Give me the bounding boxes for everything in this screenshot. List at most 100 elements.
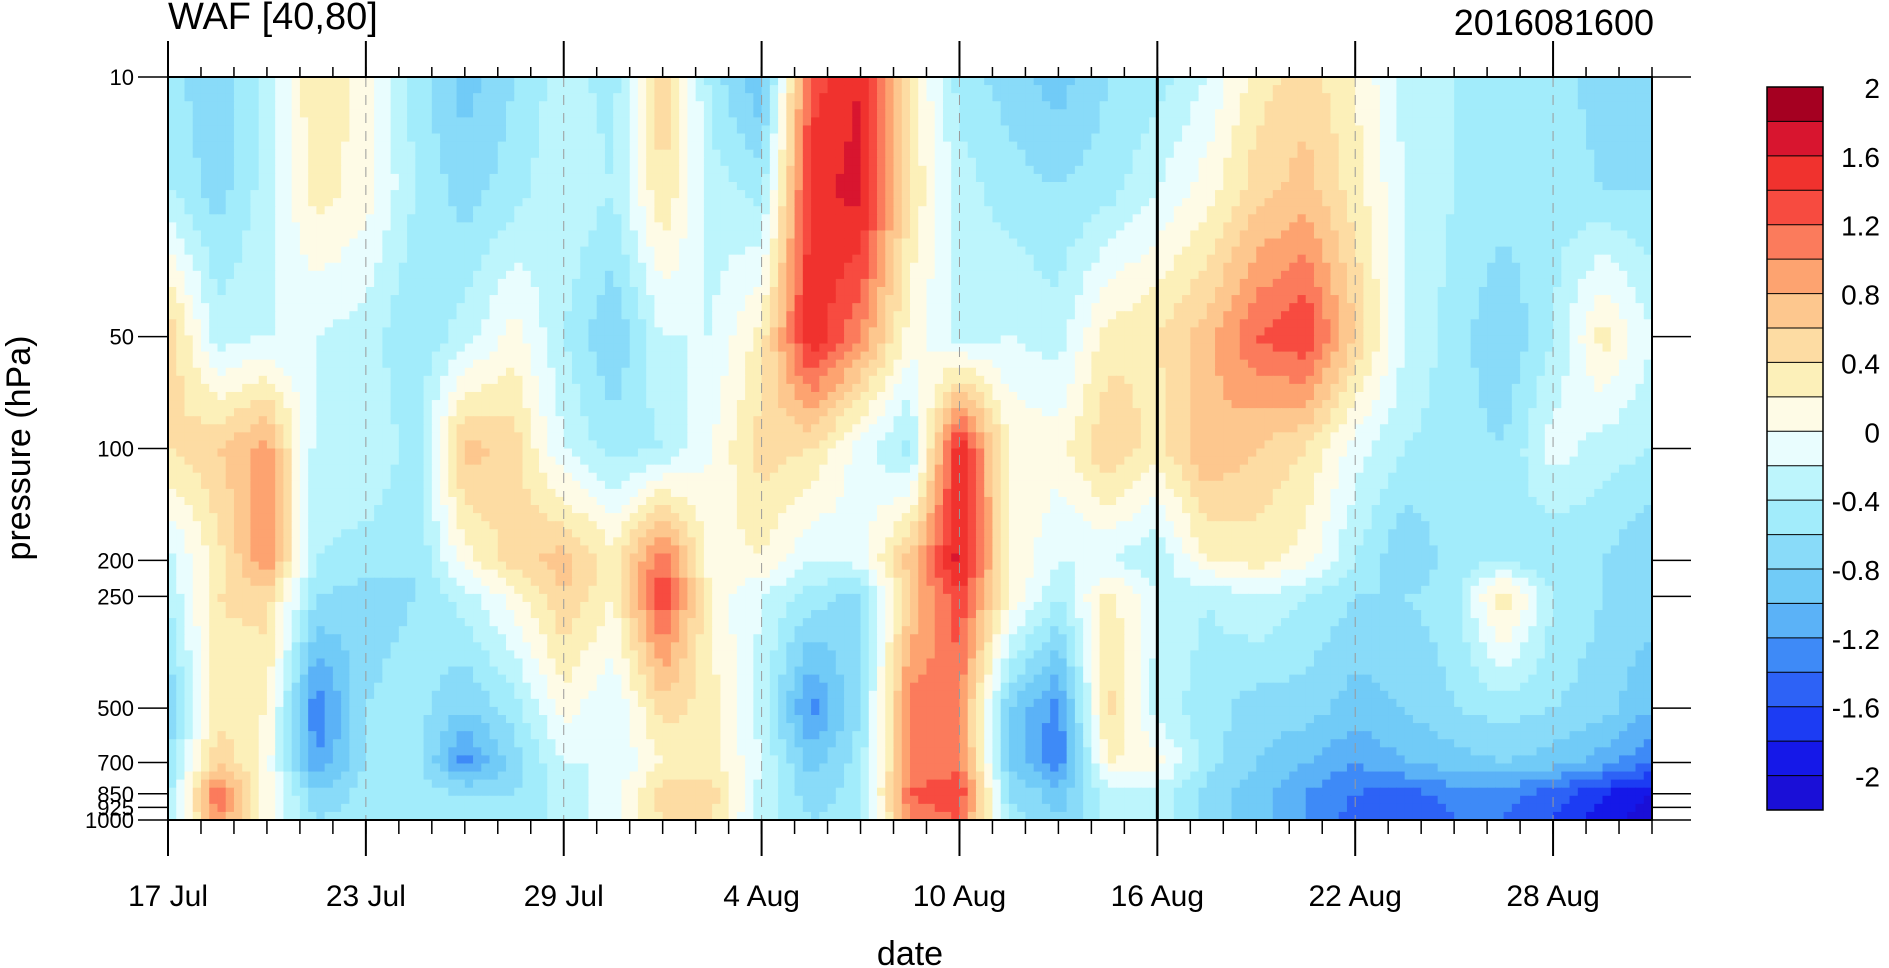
contour-cell [984, 149, 994, 159]
contour-cell [275, 246, 285, 256]
contour-cell [1330, 286, 1340, 296]
contour-cell [1412, 157, 1422, 167]
contour-cell [1445, 222, 1455, 232]
contour-cell [1454, 262, 1463, 272]
contour-cell [341, 198, 350, 207]
contour-cell [959, 149, 969, 159]
contour-cell [464, 109, 474, 118]
contour-cell [877, 157, 886, 167]
contour-cell [893, 270, 903, 280]
contour-cell [959, 125, 969, 135]
contour-cell [778, 295, 787, 304]
contour-cell [299, 238, 309, 248]
contour-cell [1635, 206, 1645, 215]
contour-cell [720, 109, 730, 118]
contour-cell [1091, 141, 1101, 151]
contour-cell [555, 230, 565, 240]
contour-cell [481, 117, 491, 127]
contour-cell [1264, 149, 1274, 159]
contour-cell [481, 101, 491, 110]
contour-cell [720, 85, 730, 94]
contour-cell [365, 93, 375, 102]
contour-cell [893, 117, 903, 127]
contour-cell [489, 133, 499, 143]
contour-cell [852, 295, 862, 304]
contour-cell [1264, 262, 1274, 272]
contour-cell [1478, 165, 1488, 175]
contour-cell [703, 295, 713, 304]
contour-cell [1099, 222, 1109, 232]
contour-cell [1396, 262, 1406, 272]
contour-cell [275, 125, 285, 135]
contour-cell [357, 157, 367, 167]
contour-cell [1107, 270, 1117, 280]
contour-cell [621, 238, 631, 248]
contour-cell [720, 173, 730, 183]
contour-cell [860, 133, 870, 143]
contour-cell [1429, 165, 1439, 175]
contour-cell [827, 295, 837, 304]
contour-cell [959, 230, 969, 240]
contour-cell [901, 157, 911, 167]
contour-cell [497, 206, 507, 215]
contour-cell [571, 181, 581, 191]
contour-cell [852, 278, 862, 288]
contour-cell [332, 181, 342, 191]
contour-cell [1017, 157, 1027, 167]
contour-cell [225, 262, 235, 272]
contour-cell [539, 246, 548, 256]
contour-cell [588, 238, 598, 248]
contour-cell [233, 206, 243, 215]
contour-cell [604, 165, 614, 175]
contour-cell [1421, 165, 1430, 175]
contour-cell [802, 165, 812, 175]
contour-cell [1083, 262, 1092, 272]
contour-cell [1008, 93, 1018, 102]
contour-cell [918, 85, 928, 94]
contour-cell [407, 254, 416, 264]
contour-cell [225, 198, 235, 207]
contour-cell [357, 190, 367, 199]
contour-cell [316, 101, 326, 110]
contour-cell [1635, 85, 1645, 94]
contour-cell [1553, 165, 1562, 175]
contour-cell [975, 222, 985, 232]
contour-cell [1206, 117, 1216, 127]
contour-cell [374, 109, 383, 118]
contour-cell [1297, 181, 1307, 191]
contour-cell [1404, 157, 1414, 167]
contour-cell [1355, 181, 1365, 191]
contour-cell [1206, 173, 1216, 183]
contour-cell [1346, 157, 1356, 167]
contour-cell [1223, 198, 1233, 207]
contour-cell [233, 117, 243, 127]
contour-cell [926, 125, 936, 135]
contour-cell [860, 181, 870, 191]
contour-cell [885, 149, 895, 159]
contour-cell [1157, 214, 1167, 223]
contour-cell [613, 246, 623, 256]
contour-cell [1149, 117, 1158, 127]
contour-cell [275, 278, 285, 288]
contour-cell [1140, 286, 1150, 296]
contour-cell [423, 125, 433, 135]
contour-cell [1140, 181, 1150, 191]
contour-cell [291, 278, 301, 288]
contour-cell [918, 133, 928, 143]
contour-cell [1577, 190, 1587, 199]
contour-cell [1528, 214, 1538, 223]
contour-cell [1322, 157, 1332, 167]
contour-cell [423, 141, 433, 151]
contour-cell [1363, 141, 1373, 151]
contour-cell [382, 117, 392, 127]
contour-cell [456, 286, 466, 296]
contour-cell [1520, 117, 1529, 127]
contour-cell [1239, 77, 1249, 86]
contour-cell [918, 101, 928, 110]
contour-cell [646, 198, 656, 207]
contour-cell [695, 149, 705, 159]
contour-cell [415, 190, 425, 199]
contour-cell [1322, 133, 1332, 143]
contour-cell [1396, 133, 1406, 143]
contour-cell [1206, 190, 1216, 199]
